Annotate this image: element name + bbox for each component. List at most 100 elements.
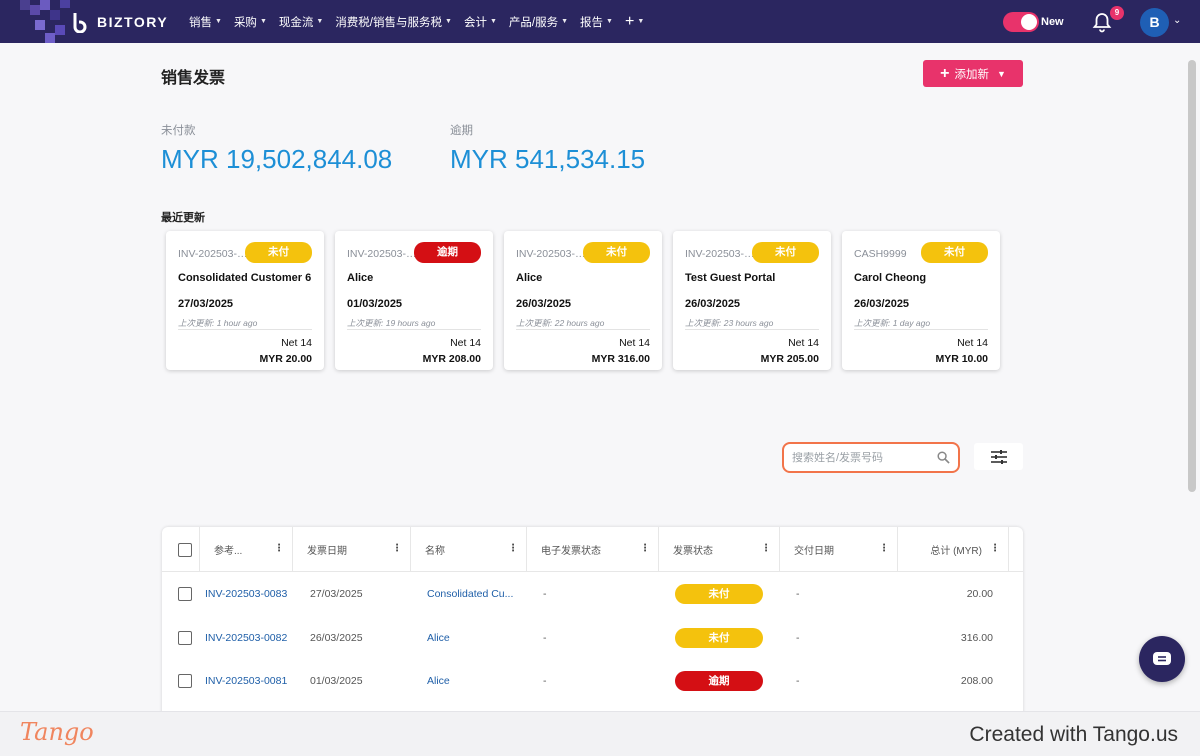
column-header-einvoice-status[interactable]: 电子发票状态 ⋮ bbox=[527, 527, 659, 572]
column-header-invoice-date[interactable]: 发票日期 ⋮ bbox=[293, 527, 411, 572]
column-menu-icon[interactable]: ⋮ bbox=[392, 543, 402, 554]
row-delivery-date: - bbox=[796, 588, 800, 600]
top-navbar: BIZTORY 销售 ▼ 采购 ▼ 现金流 ▼ 消费税/销售与服务税 ▼ 会计 ▼ 产品/… bbox=[0, 0, 1200, 43]
biztory-logo-icon bbox=[73, 13, 87, 33]
status-badge: 逾期 bbox=[414, 242, 481, 263]
tango-footer: Tango Created with Tango.us bbox=[0, 711, 1200, 756]
column-header-delivery-date-label: 交付日期 bbox=[794, 546, 834, 557]
scrollbar-thumb[interactable] bbox=[1188, 60, 1196, 492]
card-reference: CASH9999 bbox=[854, 248, 907, 260]
nav-cashflow[interactable]: 现金流 ▼ bbox=[279, 14, 323, 30]
search-input[interactable] bbox=[792, 451, 922, 464]
row-total: 316.00 bbox=[960, 631, 993, 644]
row-checkbox[interactable] bbox=[178, 674, 192, 688]
column-menu-icon[interactable]: ⋮ bbox=[879, 543, 889, 554]
column-header-delivery-date[interactable]: 交付日期 ⋮ bbox=[780, 527, 898, 572]
card-amount: MYR 205.00 bbox=[760, 353, 819, 365]
card-date: 26/03/2025 bbox=[854, 298, 910, 310]
chevron-down-icon: ▼ bbox=[606, 18, 613, 25]
select-all-cell bbox=[162, 527, 200, 572]
column-header-ref-label: 参考... bbox=[214, 546, 243, 557]
row-checkbox[interactable] bbox=[178, 630, 192, 645]
card-date: 26/03/2025 bbox=[516, 298, 572, 310]
bell-icon[interactable] bbox=[1092, 11, 1112, 33]
row-checkbox[interactable] bbox=[178, 587, 192, 601]
column-menu-icon[interactable]: ⋮ bbox=[274, 543, 284, 554]
nav-accounting[interactable]: 会计 ▼ bbox=[464, 14, 497, 30]
overdue-label: 逾期 bbox=[450, 125, 473, 137]
card-date: 01/03/2025 bbox=[347, 298, 403, 310]
nav-accounting-label: 会计 bbox=[463, 16, 487, 29]
nav-reports-label: 报告 bbox=[580, 16, 604, 29]
new-ui-toggle[interactable] bbox=[1003, 12, 1039, 32]
nav-tax[interactable]: 消费税/销售与服务税 ▼ bbox=[335, 14, 452, 30]
main-nav: 销售 ▼ 采购 ▼ 现金流 ▼ 消费税/销售与服务税 ▼ 会计 ▼ 产品/服务 ▼ 报告 ▼ … bbox=[189, 0, 644, 43]
biztory-logo[interactable]: BIZTORY bbox=[70, 11, 168, 33]
column-header-invoice-status[interactable]: 发票状态 ⋮ bbox=[659, 527, 780, 572]
row-status-cell: 未付 bbox=[675, 572, 763, 616]
card-payment-terms: Net 14 bbox=[788, 337, 819, 349]
column-header-name[interactable]: 名称 ⋮ bbox=[411, 527, 527, 572]
page-title: 销售发票 bbox=[161, 70, 226, 87]
search-icon[interactable] bbox=[937, 451, 950, 464]
recent-invoice-card[interactable]: INV-202503-0081逾期 Alice 01/03/2025 上次更新: 19… bbox=[335, 231, 493, 370]
table-row[interactable]: INV-202503-0081 01/03/2025 Alice - 逾期 - 208.00 bbox=[162, 659, 1023, 703]
column-menu-icon[interactable]: ⋮ bbox=[990, 543, 1000, 554]
table-header: 参考... ⋮ 发票日期 ⋮ 名称 ⋮ 电子发票状态 ⋮ 发票状态 ⋮ 交付日期 ⋮ 总计 … bbox=[162, 527, 1023, 572]
overdue-total: MYR 541,534.15 bbox=[450, 144, 646, 174]
table-row[interactable]: INV-202503-0083 27/03/2025 Consolidated Cu… bbox=[162, 572, 1023, 616]
row-delivery-date: - bbox=[796, 631, 800, 644]
filter-button[interactable] bbox=[974, 443, 1023, 470]
row-einvoice-status: - bbox=[543, 675, 547, 687]
card-date: 26/03/2025 bbox=[685, 298, 741, 310]
card-last-updated: 上次更新: 1 hour ago bbox=[178, 318, 258, 328]
chevron-down-icon[interactable]: ⌄ bbox=[1173, 15, 1182, 26]
card-payment-terms: Net 14 bbox=[619, 337, 650, 349]
column-header-name-label: 名称 bbox=[425, 546, 445, 557]
nav-reports[interactable]: 报告 ▼ bbox=[580, 14, 613, 30]
row-ref-link[interactable]: INV-202503-0083 bbox=[205, 588, 288, 600]
chevron-down-icon: ▼ bbox=[637, 18, 645, 25]
table-row[interactable]: INV-202503-0082 26/03/2025 Alice - 未付 - 316.00 bbox=[162, 616, 1023, 660]
nav-quick-add[interactable]: + ▼ bbox=[625, 13, 644, 31]
nav-products-label: 产品/服务 bbox=[508, 16, 559, 29]
row-invoice-date: 01/03/2025 bbox=[310, 675, 363, 687]
card-reference: INV-202503-0082 bbox=[516, 248, 588, 260]
column-menu-icon[interactable]: ⋮ bbox=[640, 543, 650, 554]
row-einvoice-status: - bbox=[543, 631, 547, 644]
select-all-checkbox[interactable] bbox=[178, 542, 192, 557]
invoice-table: 参考... ⋮ 发票日期 ⋮ 名称 ⋮ 电子发票状态 ⋮ 发票状态 ⋮ 交付日期 ⋮ 总计 … bbox=[162, 527, 1023, 717]
recent-invoice-card[interactable]: CASH9999 未付 Carol Cheong 26/03/2025 上次更新: 1 … bbox=[842, 231, 1000, 370]
card-amount: MYR 208.00 bbox=[422, 353, 481, 365]
column-menu-icon[interactable]: ⋮ bbox=[508, 543, 518, 554]
chat-button[interactable] bbox=[1139, 636, 1185, 682]
nav-products[interactable]: 产品/服务 ▼ bbox=[509, 14, 568, 30]
brand-name: BIZTORY bbox=[97, 14, 169, 30]
card-amount: MYR 10.00 bbox=[935, 353, 988, 365]
created-with-text: Created with Tango.us bbox=[969, 723, 1178, 746]
row-status-cell: 未付 bbox=[675, 616, 763, 660]
chevron-down-icon: ▼ bbox=[215, 18, 222, 25]
row-ref-link[interactable]: INV-202503-0082 bbox=[205, 631, 288, 644]
recent-invoice-card[interactable]: INV-202503-0082未付 Alice 26/03/2025 上次更新: 22… bbox=[504, 231, 662, 370]
add-new-button[interactable]: + 添加新 ▼ bbox=[923, 60, 1023, 87]
column-header-einvoice-status-label: 电子发票状态 bbox=[541, 546, 601, 557]
column-menu-icon[interactable]: ⋮ bbox=[761, 543, 771, 554]
card-divider bbox=[178, 329, 312, 330]
status-badge: 未付 bbox=[583, 242, 650, 263]
card-last-updated: 上次更新: 19 hours ago bbox=[347, 318, 436, 328]
status-badge: 未付 bbox=[675, 627, 763, 648]
recent-invoice-card[interactable]: INV-202503-0080未付 Test Guest Portal 26/03/… bbox=[673, 231, 831, 370]
column-header-total[interactable]: 总计 (MYR) ⋮ bbox=[898, 527, 1009, 572]
row-customer-link[interactable]: Alice bbox=[427, 675, 450, 687]
card-customer-name: Carol Cheong bbox=[854, 272, 927, 284]
user-avatar[interactable]: B bbox=[1140, 8, 1169, 37]
row-customer-link[interactable]: Consolidated Cu... bbox=[427, 588, 514, 600]
nav-sales[interactable]: 销售 ▼ bbox=[189, 14, 222, 30]
row-customer-link[interactable]: Alice bbox=[427, 631, 450, 644]
recent-invoice-card[interactable]: INV-202503-0083未付 Consolidated Customer 6… bbox=[166, 231, 324, 370]
nav-purchases[interactable]: 采购 ▼ bbox=[234, 14, 267, 30]
row-ref-link[interactable]: INV-202503-0081 bbox=[205, 675, 288, 687]
column-header-ref[interactable]: 参考... ⋮ bbox=[200, 527, 293, 572]
new-ui-toggle-label: New bbox=[1041, 16, 1064, 28]
